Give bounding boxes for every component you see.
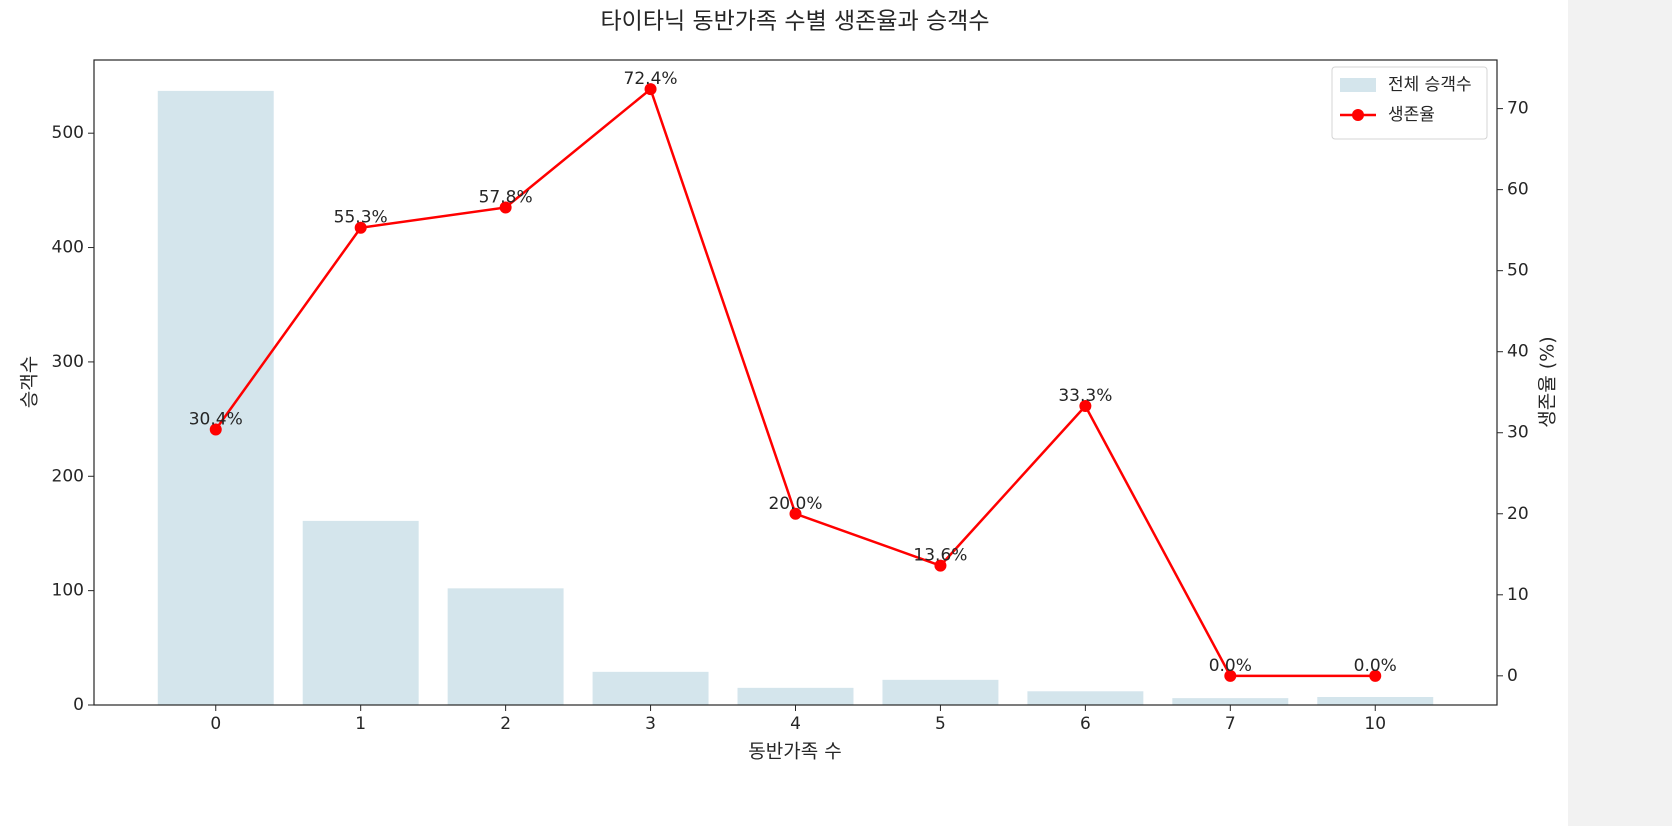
- bar: [157, 90, 274, 705]
- line-marker: [789, 507, 802, 520]
- y-tick-label: 0: [73, 695, 84, 715]
- x-tick-label: 7: [1225, 714, 1236, 734]
- y-tick-label: 200: [52, 466, 84, 486]
- bar: [737, 687, 854, 705]
- x-tick-label: 5: [935, 714, 946, 734]
- data-label: 57.8%: [479, 187, 533, 207]
- x-axis-label: 동반가족 수: [748, 741, 841, 763]
- data-label: 0.0%: [1209, 656, 1252, 676]
- x-tick-label: 3: [645, 714, 656, 734]
- y2-tick-label: 40: [1507, 342, 1529, 362]
- y-axis-label: 승객수: [19, 356, 41, 408]
- data-label: 30.4%: [189, 409, 243, 429]
- line-marker: [1224, 669, 1237, 682]
- data-label: 20.0%: [768, 494, 822, 514]
- y2-tick-label: 70: [1507, 99, 1529, 119]
- x-tick-label: 4: [790, 714, 801, 734]
- legend-label: 생존율: [1388, 105, 1435, 125]
- y-tick-label: 400: [52, 238, 84, 258]
- legend-swatch: [1340, 78, 1376, 92]
- plot-frame: [93, 59, 1498, 706]
- y2-axis-label: 생존율 (%): [1537, 336, 1559, 427]
- x-tick-label: 2: [500, 714, 511, 734]
- legend-label: 전체 승객수: [1388, 75, 1472, 95]
- y2-tick-label: 0: [1507, 666, 1518, 686]
- bar: [1172, 698, 1289, 705]
- y2-tick-label: 50: [1507, 261, 1529, 281]
- x-tick-label: 0: [210, 714, 221, 734]
- bar: [592, 671, 709, 705]
- line-marker: [934, 559, 947, 572]
- legend-swatch-marker: [1352, 109, 1364, 121]
- bar: [447, 588, 564, 705]
- line-marker: [644, 83, 657, 96]
- bar: [1317, 696, 1434, 705]
- bar: [1027, 691, 1144, 705]
- data-label: 72.4%: [624, 69, 678, 89]
- y2-tick-label: 20: [1507, 504, 1529, 524]
- y2-tick-label: 10: [1507, 585, 1529, 605]
- line-marker: [499, 201, 512, 214]
- y2-tick-label: 30: [1507, 423, 1529, 443]
- chart-title: 타이타닉 동반가족 수별 생존율과 승객수: [601, 9, 990, 35]
- y-tick-label: 100: [52, 581, 84, 601]
- data-label: 33.3%: [1058, 386, 1112, 406]
- line-marker: [354, 221, 367, 234]
- y2-tick-label: 60: [1507, 180, 1529, 200]
- line-marker: [1369, 669, 1382, 682]
- line-marker: [209, 423, 222, 436]
- y-tick-label: 300: [52, 352, 84, 372]
- data-label: 55.3%: [334, 208, 388, 228]
- data-label: 0.0%: [1354, 656, 1397, 676]
- y-tick-label: 500: [52, 123, 84, 143]
- bar: [302, 520, 419, 705]
- x-tick-label: 10: [1364, 714, 1386, 734]
- bar: [882, 679, 999, 705]
- side-strip: [1568, 0, 1672, 826]
- data-label: 13.6%: [913, 546, 967, 566]
- line-marker: [1079, 399, 1092, 412]
- x-tick-label: 1: [355, 714, 366, 734]
- x-tick-label: 6: [1080, 714, 1091, 734]
